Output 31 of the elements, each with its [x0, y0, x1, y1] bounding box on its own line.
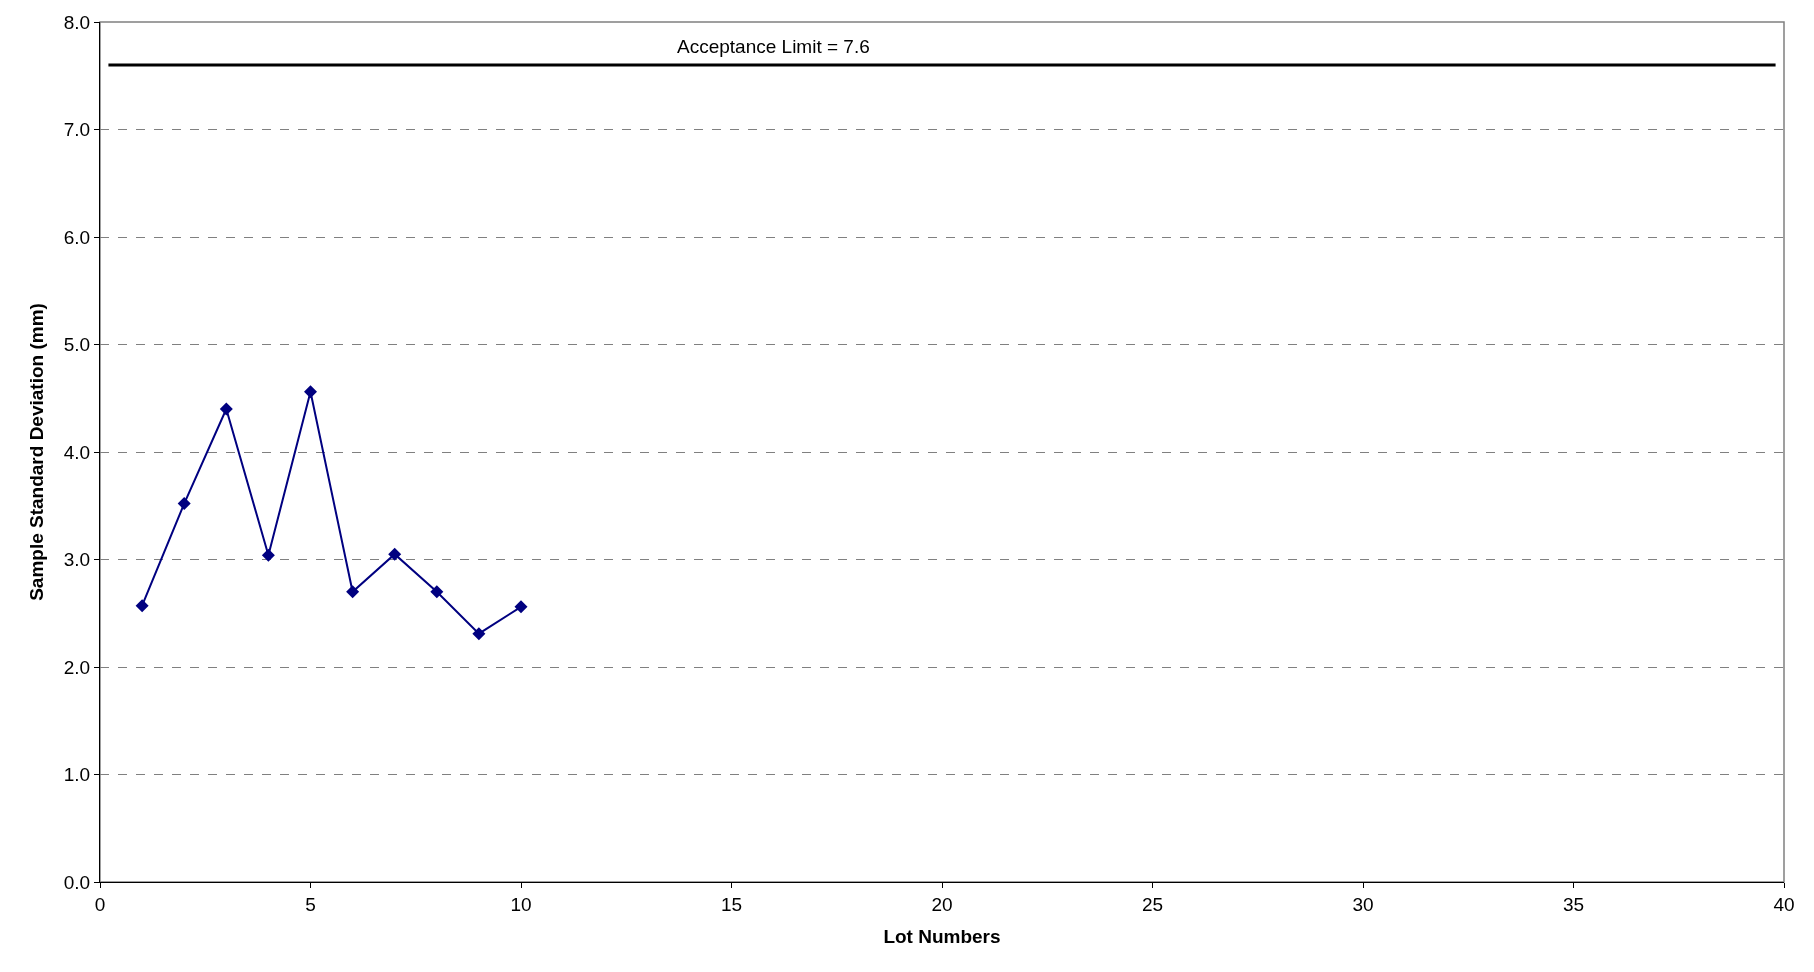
x-tick-label: 20 [931, 893, 953, 915]
point [514, 600, 528, 614]
point [346, 585, 360, 599]
point [472, 627, 486, 641]
y-tick-label: 6.0 [63, 226, 91, 248]
y-tick-label: 0.0 [63, 871, 91, 893]
y-axis-title: Sample Standard Deviation (mm) [25, 303, 47, 601]
x-tick-label: 40 [1773, 893, 1795, 915]
point [388, 547, 402, 561]
y-tick-label: 7.0 [63, 119, 91, 141]
point [177, 497, 191, 511]
x-axis-title: Lot Numbers [883, 925, 1001, 947]
point [135, 599, 149, 613]
y-tick-label: 5.0 [63, 334, 91, 356]
point [261, 548, 275, 562]
x-tick-label: 0 [94, 893, 106, 915]
x-tick-label: 35 [1562, 893, 1585, 915]
point [430, 585, 444, 599]
y-tick-label: 2.0 [63, 656, 91, 678]
x-tick-label: 5 [305, 893, 316, 915]
x-tick-label: 30 [1352, 893, 1374, 915]
y-tick-label: 4.0 [63, 441, 91, 463]
point [219, 402, 233, 416]
x-tick-label: 10 [510, 893, 532, 915]
y-tick-label: 3.0 [63, 549, 91, 571]
x-tick-label: 15 [720, 893, 743, 915]
point [304, 385, 317, 399]
ref-line-label: Acceptance Limit = 7.6 [677, 36, 870, 57]
y-tick-label: 8.0 [63, 11, 91, 33]
y-tick-label: 1.0 [63, 764, 91, 786]
x-tick-label: 25 [1141, 893, 1164, 915]
